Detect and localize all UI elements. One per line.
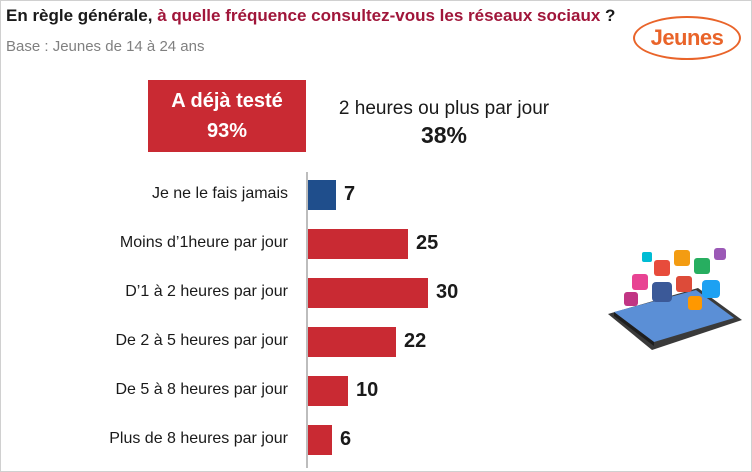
bar-value-label: 10 — [356, 379, 379, 401]
jeunes-logo: Jeunes — [633, 16, 741, 60]
bar — [308, 327, 396, 357]
bar — [308, 278, 428, 308]
stat-value: 38% — [420, 122, 468, 148]
title-prefix: En règle générale, — [6, 6, 158, 25]
bar — [308, 425, 332, 455]
bar-value-label: 30 — [436, 281, 459, 303]
bar — [308, 376, 348, 406]
bar — [308, 229, 408, 259]
stat-label: 2 heures ou plus par jour — [338, 98, 550, 119]
category-label: Moins d’1heure par jour — [119, 234, 288, 251]
chart-title: En règle générale, à quelle fréquence co… — [6, 6, 615, 26]
highlight-box: A déjà testé 93% — [148, 80, 306, 152]
base-note: Base : Jeunes de 14 à 24 ans — [6, 38, 205, 55]
highlight-label: A déjà testé — [171, 90, 283, 112]
category-label: Plus de 8 heures par jour — [109, 430, 288, 447]
category-label: De 2 à 5 heures par jour — [115, 332, 288, 349]
highlight-value: 93% — [206, 120, 248, 142]
smartphone-social-media-icon — [608, 248, 742, 350]
category-label: De 5 à 8 heures par jour — [115, 381, 288, 398]
title-suffix: ? — [600, 6, 616, 25]
category-axis — [306, 172, 308, 468]
bar — [308, 180, 336, 210]
category-label: D’1 à 2 heures par jour — [125, 283, 288, 300]
bar-value-label: 7 — [344, 183, 356, 205]
bar-value-label: 22 — [404, 330, 427, 352]
category-label: Je ne le fais jamais — [151, 185, 288, 202]
bar-value-label: 6 — [340, 428, 352, 450]
bar-value-label: 25 — [416, 232, 439, 254]
title-question: à quelle fréquence consultez-vous les ré… — [157, 6, 601, 25]
stat-callout: 2 heures ou plus par jour 38% — [318, 98, 570, 149]
